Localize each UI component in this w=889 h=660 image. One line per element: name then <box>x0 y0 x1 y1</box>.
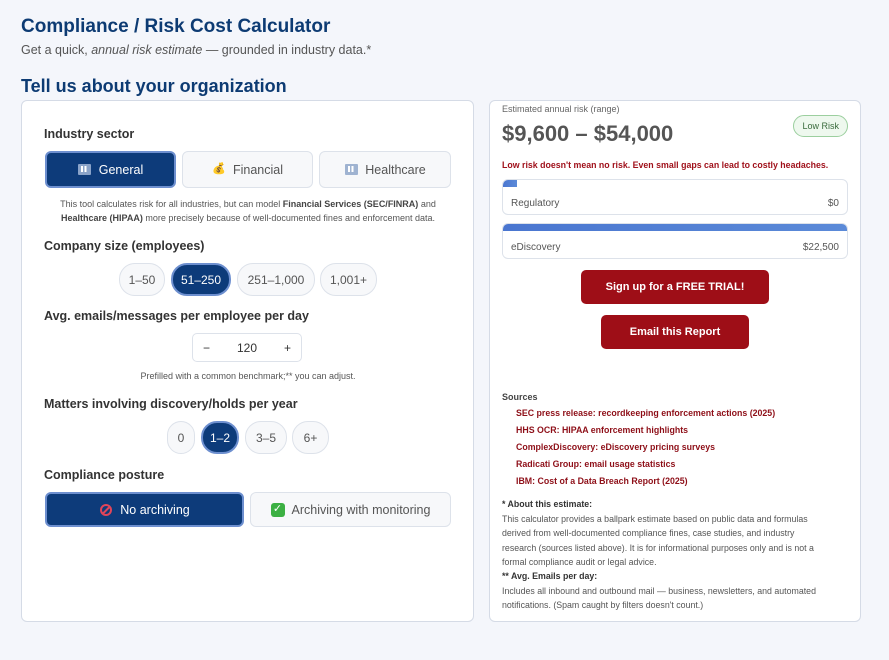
about-line: This calculator provides a ballpark esti… <box>502 514 808 524</box>
sources-title: Sources <box>502 392 538 402</box>
free-trial-button[interactable]: Sign up for a FREE TRIAL! <box>581 270 769 304</box>
industry-healthcare-button[interactable]: Healthcare <box>319 151 451 188</box>
regulatory-bar: Regulatory $0 <box>502 179 848 215</box>
emails-increment-button[interactable]: + <box>283 340 291 355</box>
posture-no-archiving-label: No archiving <box>120 502 190 517</box>
size-1-50-button[interactable]: 1–50 <box>119 263 165 296</box>
emails-note-text: Includes all inbound and outbound mail —… <box>502 584 852 613</box>
industry-note-and: and <box>418 199 436 209</box>
industry-note-financial: Financial Services (SEC/FINRA) <box>282 199 419 209</box>
subtitle-emphasis: annual risk estimate <box>91 43 203 57</box>
risk-range: $9,600 – $54,000 <box>502 121 674 146</box>
matters-label: Matters involving discovery/holds per ye… <box>44 397 298 411</box>
emails-value[interactable]: 120 <box>236 340 258 355</box>
source-link-complexdiscovery[interactable]: ComplexDiscovery: eDiscovery pricing sur… <box>516 442 715 452</box>
ediscovery-bar-fill <box>503 224 847 231</box>
matters-3-5-button[interactable]: 3–5 <box>245 421 287 454</box>
page-title: Compliance / Risk Cost Calculator <box>21 16 331 37</box>
size-251-1000-button[interactable]: 251–1,000 <box>237 263 315 296</box>
range-label: Estimated annual risk (range) <box>502 104 620 114</box>
email-report-button[interactable]: Email this Report <box>601 315 749 349</box>
subtitle-pre: Get a quick, <box>21 43 92 57</box>
matters-1-2-button[interactable]: 1–2 <box>201 421 239 454</box>
source-link-ibm[interactable]: IBM: Cost of a Data Breach Report (2025) <box>516 476 688 486</box>
no-entry-icon <box>99 503 113 517</box>
building-icon <box>78 163 92 177</box>
page-subtitle: Get a quick, annual risk estimate — grou… <box>21 43 371 57</box>
checkmark-icon: ✓ <box>270 502 285 517</box>
about-text: This calculator provides a ballpark esti… <box>502 512 852 569</box>
section-title: Tell us about your organization <box>21 76 287 96</box>
size-51-250-button[interactable]: 51–250 <box>171 263 231 296</box>
emails-label: Avg. emails/messages per employee per da… <box>44 309 309 323</box>
money-bag-icon: 💰 <box>212 163 226 175</box>
industry-financial-label: Financial <box>232 162 284 177</box>
industry-general-button[interactable]: General <box>45 151 176 188</box>
size-1001-plus-button[interactable]: 1,001+ <box>320 263 377 296</box>
results-card: Estimated annual risk (range) $9,600 – $… <box>489 100 861 622</box>
about-line: derived from well-documented compliance … <box>502 528 795 539</box>
industry-note-text-2: more precisely because of well-documente… <box>142 213 436 223</box>
emails-note: Prefilled with a common benchmark;** you… <box>140 371 356 381</box>
posture-no-archiving-button[interactable]: No archiving <box>45 492 244 527</box>
about-line: formal compliance audit or legal advice. <box>502 556 657 567</box>
industry-healthcare-label: Healthcare <box>365 162 426 177</box>
matters-0-button[interactable]: 0 <box>167 421 195 454</box>
posture-archiving-button[interactable]: ✓ Archiving with monitoring <box>250 492 451 527</box>
industry-financial-button[interactable]: 💰 Financial <box>182 151 313 188</box>
industry-note-text-1: This tool calculates risk for all indust… <box>60 199 283 209</box>
source-link-radicati[interactable]: Radicati Group: email usage statistics <box>516 459 676 469</box>
about-line: research (sources listed above). It is f… <box>502 542 814 553</box>
organization-form-card: Industry sector General 💰 Financial Heal… <box>21 100 474 622</box>
company-size-label: Company size (employees) <box>44 239 205 253</box>
risk-level-badge: Low Risk <box>793 115 848 137</box>
industry-note: This tool calculates risk for all indust… <box>32 197 464 225</box>
industry-label: Industry sector <box>44 127 135 141</box>
about-title: * About this estimate: <box>502 499 593 509</box>
ediscovery-bar-value: $22,500 <box>802 242 839 253</box>
posture-label: Compliance posture <box>44 468 165 482</box>
regulatory-bar-value: $0 <box>827 198 839 209</box>
regulatory-bar-fill <box>503 180 517 187</box>
risk-warning: Low risk doesn't mean no risk. Even smal… <box>502 160 829 170</box>
industry-general-label: General <box>98 162 144 177</box>
emails-stepper: − 120 + <box>192 333 302 362</box>
posture-archiving-label: Archiving with monitoring <box>291 502 431 517</box>
source-link-sec[interactable]: SEC press release: recordkeeping enforce… <box>516 408 776 418</box>
emails-note-line: Includes all inbound and outbound mail —… <box>502 586 816 596</box>
subtitle-post: — grounded in industry data.* <box>202 43 372 57</box>
ediscovery-bar: eDiscovery $22,500 <box>502 223 848 259</box>
regulatory-bar-label: Regulatory <box>511 198 560 209</box>
matters-6-plus-button[interactable]: 6+ <box>292 421 329 454</box>
emails-decrement-button[interactable]: − <box>203 340 211 355</box>
hospital-icon <box>344 163 358 177</box>
emails-note-line: notifications. (Spam caught by filters d… <box>502 600 704 611</box>
emails-note-title: ** Avg. Emails per day: <box>502 571 598 581</box>
industry-note-healthcare: Healthcare (HIPAA) <box>60 213 143 223</box>
ediscovery-bar-label: eDiscovery <box>511 242 561 253</box>
source-link-hhs[interactable]: HHS OCR: HIPAA enforcement highlights <box>516 425 689 435</box>
